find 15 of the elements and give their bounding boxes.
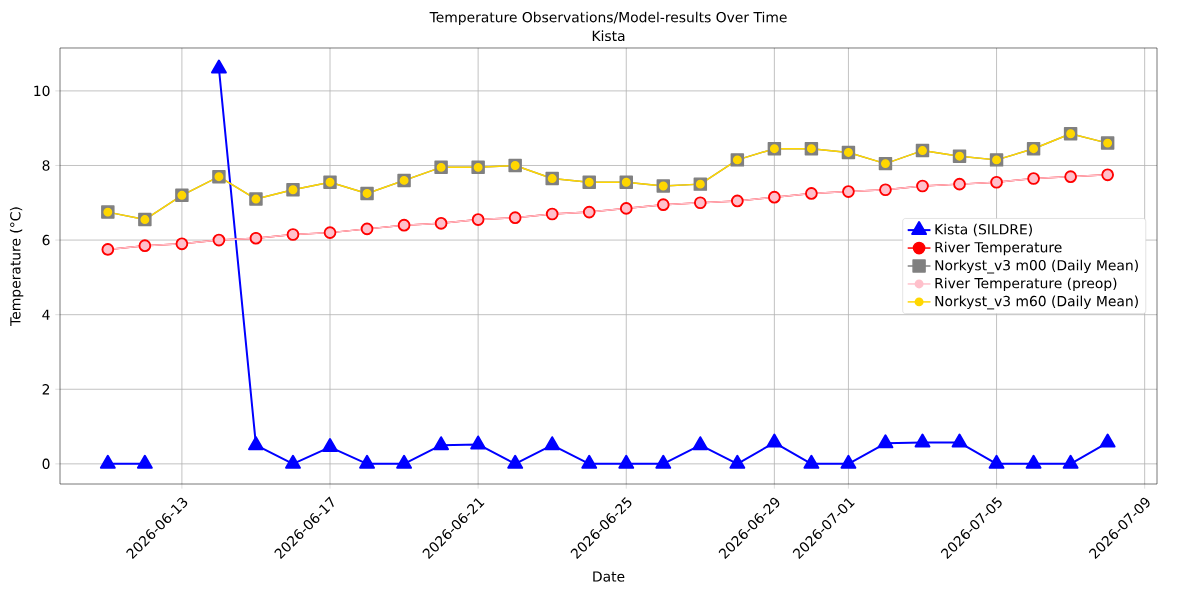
chart-title: Temperature Observations/Model-results Over Time: [429, 11, 787, 26]
y-tick-label: 4: [42, 309, 50, 320]
chart-subtitle: Kista: [592, 30, 625, 42]
y-tick-label: 0: [42, 458, 50, 470]
legend-label: Norkyst_v3 m60 (Daily Mean): [935, 295, 1138, 310]
legend-label: River Temperature: [935, 241, 1062, 256]
legend-label: Norkyst_v3 m00 (Daily Mean): [935, 259, 1138, 274]
y-tick-label: 6: [42, 234, 50, 246]
y-tick-label: 8: [42, 160, 50, 171]
x-axis-title: Date: [593, 571, 625, 582]
y-tick-label: 10: [34, 85, 50, 97]
y-tick-label: 2: [42, 384, 50, 395]
y-axis-title: Temperature (°C): [9, 207, 24, 326]
legend-label: Kista (SILDRE): [935, 223, 1032, 237]
legend-label: River Temperature (preop): [935, 277, 1117, 292]
